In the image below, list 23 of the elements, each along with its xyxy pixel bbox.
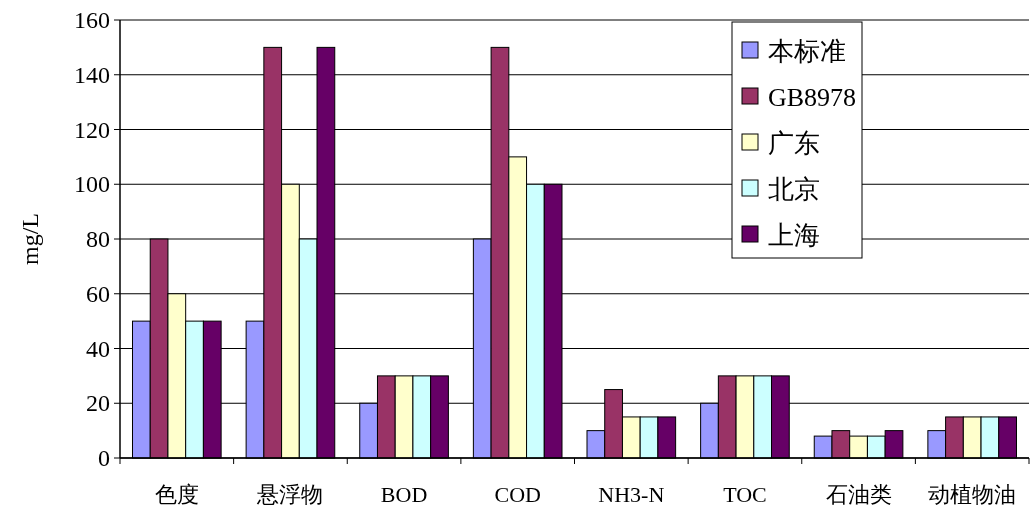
x-tick-label: BOD (380, 482, 428, 507)
y-tick-label: 0 (98, 445, 110, 471)
y-tick-label: 140 (74, 61, 110, 88)
x-tick-label: 动植物油 (928, 482, 1017, 507)
legend-label: GB8978 (768, 83, 857, 112)
x-tick-label: TOC (723, 482, 767, 507)
legend-label: 本标准 (768, 37, 846, 66)
x-tick-label: COD (494, 482, 541, 507)
y-tick-label: 120 (74, 116, 110, 143)
y-tick-label: 40 (86, 335, 110, 362)
y-tick-label: 60 (86, 280, 110, 307)
legend-label: 北京 (768, 175, 820, 204)
y-tick-label: 80 (86, 226, 110, 252)
x-tick-label: 色度 (154, 482, 199, 507)
x-tick-label: 悬浮物 (256, 482, 324, 507)
y-tick-label: 160 (74, 7, 110, 33)
y-axis-title: mg/L (17, 213, 43, 265)
y-tick-label: 20 (86, 390, 110, 417)
legend-label: 广东 (768, 129, 820, 158)
x-tick-label: 石油类 (825, 482, 892, 507)
legend-label: 上海 (768, 221, 820, 250)
y-tick-label: 100 (74, 171, 110, 198)
x-tick-label: NH3-N (598, 482, 665, 507)
